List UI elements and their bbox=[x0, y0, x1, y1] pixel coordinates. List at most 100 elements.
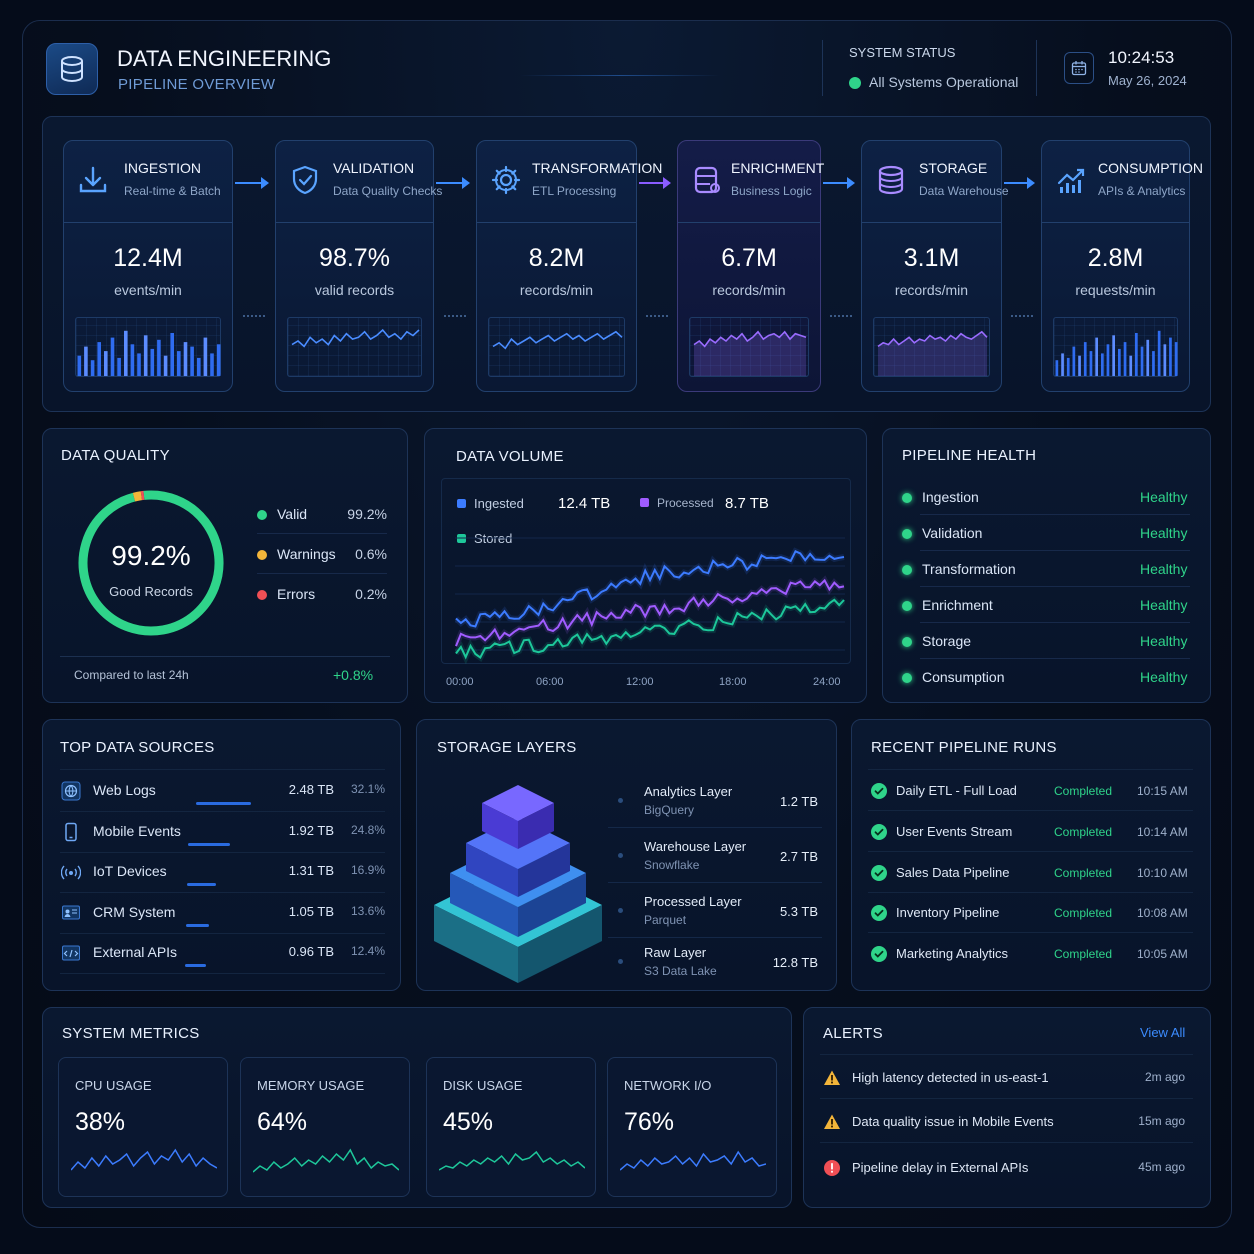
status-dot bbox=[902, 637, 912, 648]
stage-unit: records/min bbox=[712, 282, 786, 298]
stage-sparkline-chart bbox=[291, 328, 420, 348]
storage-pyramid-illustration bbox=[434, 785, 602, 983]
spark-bar bbox=[1083, 342, 1087, 376]
run-status: Completed bbox=[1054, 947, 1113, 962]
stage-card-consumption[interactable]: CONSUMPTION APIs & Analytics 2.8M requests/… bbox=[1041, 140, 1203, 392]
series-glow-ingested bbox=[455, 547, 845, 631]
spark-line bbox=[693, 330, 807, 348]
stage-unit: records/min bbox=[519, 282, 594, 298]
source-pct: 13.6% bbox=[350, 903, 385, 918]
source-divider bbox=[60, 932, 385, 934]
stage-header bbox=[1042, 141, 1189, 223]
metric-label: NETWORK I/O bbox=[624, 1078, 712, 1093]
api-icon bbox=[61, 943, 81, 963]
health-item-consumption: Consumption bbox=[902, 669, 1005, 685]
status-dot bbox=[257, 510, 267, 521]
clock-date: May 26, 2024 bbox=[1108, 73, 1187, 88]
legend-ingested-label: Ingested bbox=[474, 496, 524, 511]
view-all-alerts-link[interactable]: View All bbox=[1140, 1025, 1186, 1040]
status-ok-icon bbox=[849, 77, 861, 90]
spark-bar bbox=[177, 351, 181, 376]
spark-bar bbox=[117, 357, 121, 376]
source-pct: 12.4% bbox=[350, 944, 385, 958]
source-name[interactable]: IoT Devices bbox=[93, 863, 167, 879]
metric-card-cpu-usage: CPU USAGE 38% bbox=[58, 1057, 228, 1197]
health-divider bbox=[920, 514, 1190, 515]
run-divider bbox=[868, 810, 1193, 811]
run-name[interactable]: Sales Data Pipeline bbox=[896, 864, 1010, 880]
system-status: All Systems Operational bbox=[849, 74, 1018, 90]
source-size: 1.31 TB bbox=[288, 863, 334, 878]
layer-name: Processed Layer bbox=[644, 894, 742, 909]
clock-time: 10:24:53 bbox=[1108, 48, 1175, 67]
error-icon bbox=[823, 1159, 841, 1177]
spark-bar bbox=[1174, 342, 1178, 376]
health-item-label: Validation bbox=[922, 525, 983, 541]
run-name[interactable]: Daily ETL - Full Load bbox=[896, 783, 1017, 798]
status-dot bbox=[902, 493, 912, 504]
run-name[interactable]: Inventory Pipeline bbox=[896, 905, 1000, 921]
check-circle-icon bbox=[871, 864, 887, 881]
header-divider bbox=[1036, 40, 1037, 96]
source-name[interactable]: Mobile Events bbox=[93, 822, 181, 839]
alert-message[interactable]: Data quality issue in Mobile Events bbox=[852, 1114, 1054, 1129]
stage-card-transformation[interactable]: TRANSFORMATION ETL Processing 8.2M records/… bbox=[476, 140, 662, 392]
flow-arrow bbox=[823, 177, 855, 189]
stage-unit: events/min bbox=[114, 282, 182, 298]
calendar-icon[interactable] bbox=[1064, 52, 1094, 84]
alert-message[interactable]: Pipeline delay in External APIs bbox=[852, 1160, 1029, 1175]
legend-processed: Processed bbox=[640, 496, 714, 510]
layer-size: 5.3 TB bbox=[779, 904, 818, 919]
spark-bar bbox=[84, 346, 88, 376]
run-time: 10:14 AM bbox=[1137, 824, 1188, 839]
status-dot bbox=[902, 673, 912, 684]
stage-card-ingestion[interactable]: INGESTION Real-time & Batch 12.4M events/mi… bbox=[63, 140, 233, 392]
spark-bar bbox=[1106, 344, 1110, 376]
source-divider bbox=[60, 811, 385, 812]
health-divider bbox=[920, 586, 1190, 587]
stage-value: 3.1M bbox=[903, 244, 960, 272]
database-icon bbox=[874, 163, 908, 197]
spark-bar bbox=[1135, 333, 1138, 376]
spark-bar bbox=[124, 330, 128, 376]
spark-bar bbox=[203, 337, 208, 376]
source-size: 1.05 TB bbox=[288, 903, 334, 919]
x-tick-label: 18:00 bbox=[719, 676, 747, 688]
alert-divider bbox=[820, 1142, 1193, 1143]
flow-arrow bbox=[436, 177, 470, 189]
spark-bar bbox=[1163, 344, 1167, 376]
system-status-value: All Systems Operational bbox=[869, 74, 1019, 90]
stage-card-storage[interactable]: STORAGE Data Warehouse 3.1M records/min bbox=[861, 140, 1009, 392]
run-time: 10:15 AM bbox=[1137, 784, 1188, 798]
source-name[interactable]: External APIs bbox=[93, 944, 178, 960]
stage-unit: valid records bbox=[314, 282, 395, 298]
stage-subtitle: Data Warehouse bbox=[919, 184, 1009, 198]
metric-label: CPU USAGE bbox=[75, 1078, 152, 1093]
header-divider bbox=[822, 40, 823, 96]
top-sources-panel: TOP DATA SOURCES bbox=[42, 719, 401, 991]
spark-bar bbox=[1157, 330, 1161, 376]
quality-item-pct: 99.2% bbox=[347, 506, 387, 522]
spark-bar bbox=[1078, 355, 1081, 376]
storage-layers-title: STORAGE LAYERS bbox=[437, 739, 577, 756]
run-status: Completed bbox=[1054, 906, 1113, 921]
quality-item-pct: 0.2% bbox=[355, 586, 387, 602]
source-share-bar bbox=[196, 802, 251, 805]
alert-message[interactable]: High latency detected in us-east-1 bbox=[852, 1070, 1049, 1085]
spark-bar bbox=[197, 357, 201, 376]
stage-card-validation[interactable]: VALIDATION Data Quality Checks 98.7% valid … bbox=[275, 140, 442, 392]
analytics-layer-block bbox=[482, 785, 554, 849]
spark-bar bbox=[97, 342, 101, 376]
health-item-enrichment: Enrichment bbox=[902, 597, 993, 613]
status-dot bbox=[902, 529, 912, 540]
run-name[interactable]: User Events Stream bbox=[896, 823, 1013, 839]
spark-line bbox=[877, 330, 988, 348]
source-name[interactable]: CRM System bbox=[93, 903, 176, 920]
source-name[interactable]: Web Logs bbox=[93, 782, 156, 798]
run-divider bbox=[868, 891, 1193, 893]
run-name[interactable]: Marketing Analytics bbox=[896, 946, 1008, 962]
database-logo-icon bbox=[46, 43, 98, 95]
pipeline-health-panel: PIPELINE HEALTH bbox=[882, 428, 1211, 703]
stage-card-enrichment[interactable]: ENRICHMENT Business Logic 6.7M records/min bbox=[677, 140, 824, 392]
stage-sparkline-chart bbox=[1055, 330, 1178, 376]
